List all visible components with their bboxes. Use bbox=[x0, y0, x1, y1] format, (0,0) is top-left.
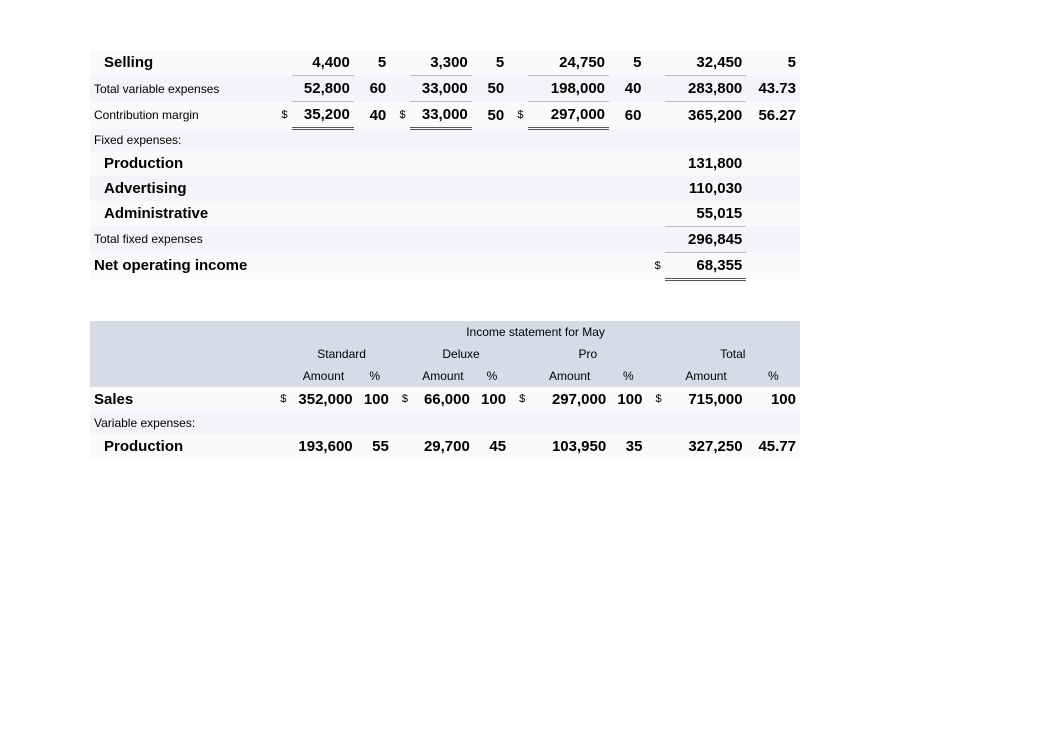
dollar-sign: $ bbox=[508, 102, 527, 129]
row-label: Total fixed expenses bbox=[90, 226, 272, 252]
pro-amt: 24,750 bbox=[528, 50, 610, 76]
dlx-amt: 29,700 bbox=[412, 434, 474, 459]
dlx-amt: 66,000 bbox=[412, 387, 474, 412]
dlx-pct: 50 bbox=[472, 102, 508, 129]
dlx-pct: 5 bbox=[472, 50, 508, 76]
row-label: Sales bbox=[90, 387, 271, 412]
tot-amt: 296,845 bbox=[665, 226, 747, 252]
tot-amt: 110,030 bbox=[665, 176, 747, 201]
dlx-pct: 45 bbox=[474, 434, 510, 459]
dlx-pct: 100 bbox=[474, 387, 510, 412]
tot-pct: 56.27 bbox=[746, 102, 800, 129]
income-table-may: Income statement for May Standard Deluxe… bbox=[90, 321, 800, 459]
tot-amt: 32,450 bbox=[665, 50, 747, 76]
col-pct: % bbox=[357, 365, 393, 387]
pro-amt: 198,000 bbox=[528, 76, 610, 102]
col-amount: Amount bbox=[529, 365, 610, 387]
row-label: Production bbox=[90, 151, 272, 176]
std-pct: 100 bbox=[357, 387, 393, 412]
col-std: Standard bbox=[290, 343, 393, 365]
tot-pct: 5 bbox=[746, 50, 800, 76]
pro-amt: 103,950 bbox=[529, 434, 610, 459]
std-amt: 352,000 bbox=[290, 387, 356, 412]
dollar-sign: $ bbox=[393, 387, 412, 412]
std-pct: 55 bbox=[357, 434, 393, 459]
std-amt: 35,200 bbox=[292, 102, 354, 129]
dollar-sign: $ bbox=[271, 387, 290, 412]
dlx-pct: 50 bbox=[472, 76, 508, 102]
table-title: Income statement for May bbox=[271, 321, 800, 343]
std-amt: 52,800 bbox=[292, 76, 354, 102]
std-pct: 60 bbox=[354, 76, 390, 102]
row-label: Administrative bbox=[90, 201, 272, 227]
col-dlx: Deluxe bbox=[412, 343, 510, 365]
row-label: Total variable expenses bbox=[90, 76, 272, 102]
std-amt: 193,600 bbox=[290, 434, 356, 459]
col-amount: Amount bbox=[412, 365, 474, 387]
row-label: Variable expenses: bbox=[90, 412, 271, 434]
tot-amt: 715,000 bbox=[666, 387, 747, 412]
pro-amt: 297,000 bbox=[529, 387, 610, 412]
col-pro: Pro bbox=[529, 343, 646, 365]
std-pct: 40 bbox=[354, 102, 390, 129]
row-label: Selling bbox=[90, 50, 272, 76]
row-label: Production bbox=[90, 434, 271, 459]
tot-pct: 43.73 bbox=[746, 76, 800, 102]
col-pct: % bbox=[747, 365, 800, 387]
dollar-sign: $ bbox=[272, 102, 291, 129]
col-pct: % bbox=[474, 365, 510, 387]
tot-amt: 283,800 bbox=[665, 76, 747, 102]
col-amount: Amount bbox=[290, 365, 356, 387]
std-pct: 5 bbox=[354, 50, 390, 76]
tot-pct: 45.77 bbox=[747, 434, 800, 459]
std-amt: 4,400 bbox=[292, 50, 354, 76]
pro-pct: 5 bbox=[609, 50, 645, 76]
pro-pct: 35 bbox=[610, 434, 646, 459]
col-amount: Amount bbox=[666, 365, 747, 387]
dollar-sign: $ bbox=[646, 387, 665, 412]
pro-pct: 100 bbox=[610, 387, 646, 412]
col-pct: % bbox=[610, 365, 646, 387]
tot-amt: 327,250 bbox=[666, 434, 747, 459]
dollar-sign: $ bbox=[510, 387, 529, 412]
dlx-amt: 3,300 bbox=[410, 50, 472, 76]
tot-amt: 131,800 bbox=[665, 151, 747, 176]
tot-amt: 55,015 bbox=[665, 201, 747, 227]
row-label: Net operating income bbox=[90, 252, 272, 279]
dlx-amt: 33,000 bbox=[410, 102, 472, 129]
tot-pct: 100 bbox=[747, 387, 800, 412]
tot-amt: 68,355 bbox=[665, 252, 747, 279]
dlx-amt: 33,000 bbox=[410, 76, 472, 102]
tot-amt: 365,200 bbox=[665, 102, 747, 129]
row-label: Fixed expenses: bbox=[90, 129, 272, 151]
dollar-sign: $ bbox=[645, 252, 664, 279]
row-label: Contribution margin bbox=[90, 102, 272, 129]
col-tot: Total bbox=[666, 343, 800, 365]
dollar-sign: $ bbox=[390, 102, 409, 129]
income-table-partial: Selling 4,4005 3,3005 24,7505 32,4505 To… bbox=[90, 50, 800, 281]
row-label: Advertising bbox=[90, 176, 272, 201]
pro-amt: 297,000 bbox=[528, 102, 610, 129]
pro-pct: 60 bbox=[609, 102, 645, 129]
pro-pct: 40 bbox=[609, 76, 645, 102]
